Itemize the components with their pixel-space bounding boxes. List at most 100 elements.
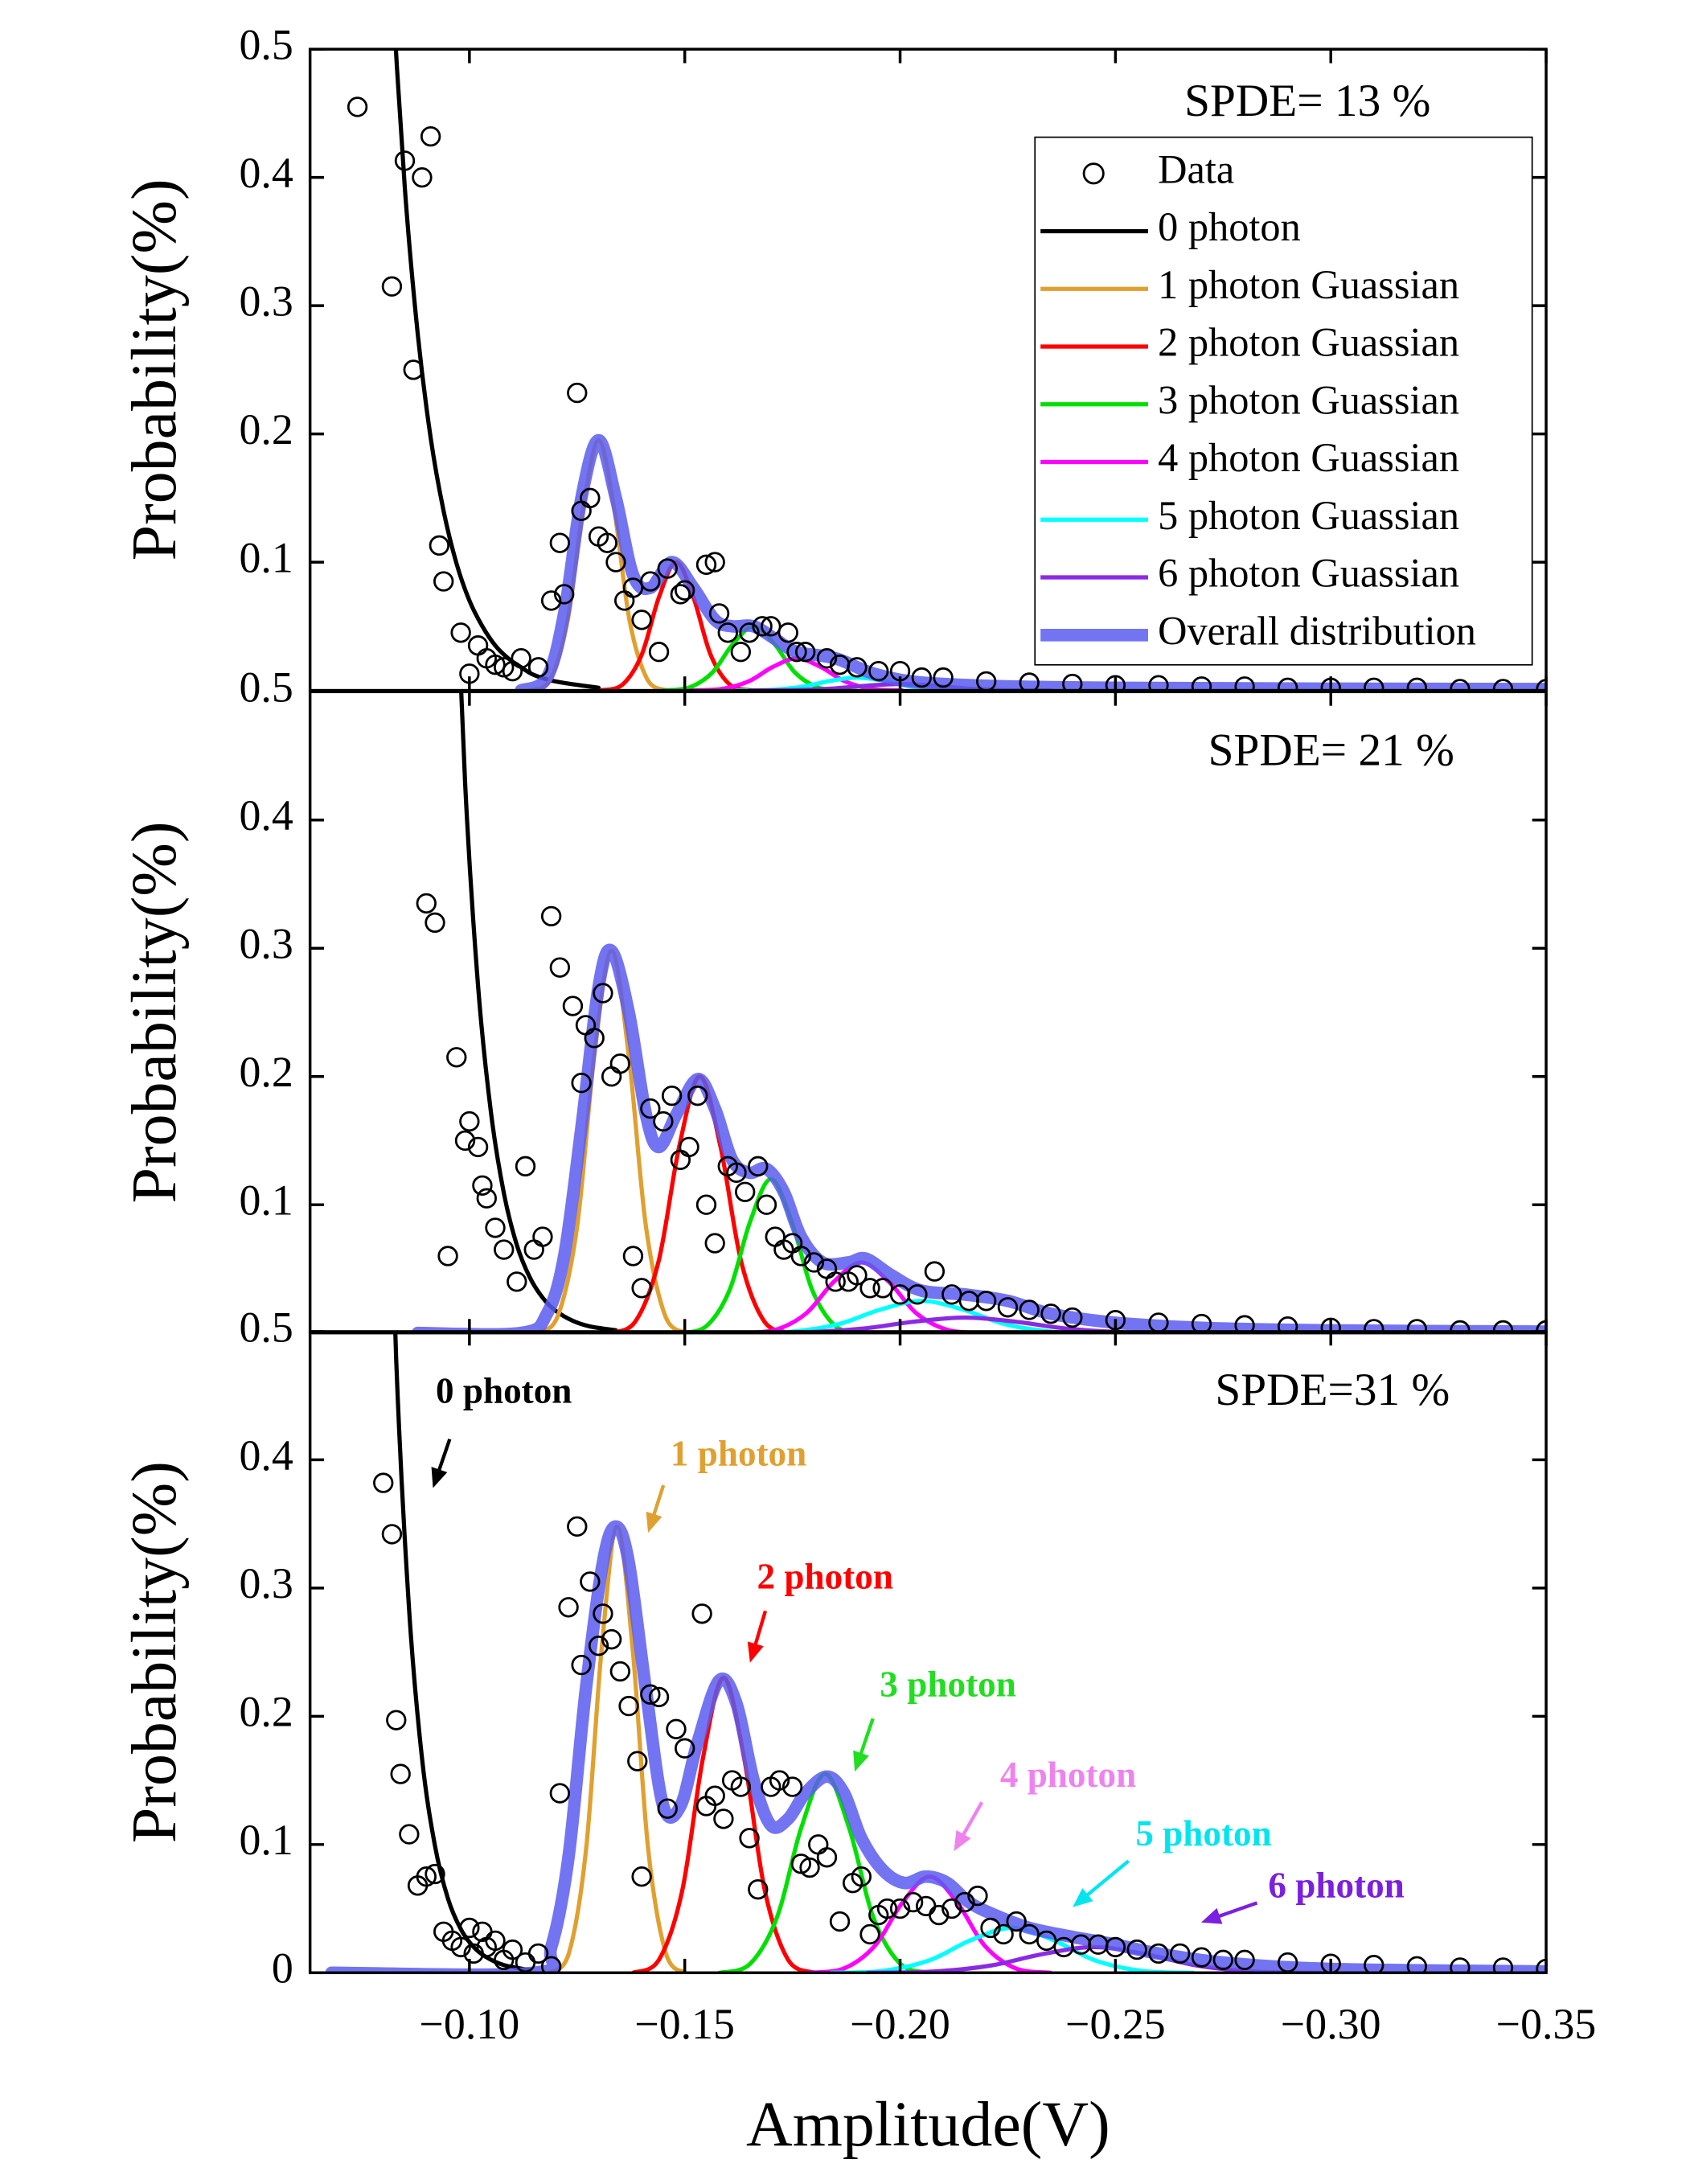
data-point bbox=[657, 558, 678, 579]
data-point bbox=[695, 554, 717, 575]
data-point bbox=[902, 1891, 924, 1913]
panel-label: SPDE= 13 % bbox=[1184, 76, 1430, 126]
data-point bbox=[670, 1149, 691, 1171]
data-point bbox=[459, 1917, 480, 1939]
data-point bbox=[748, 1156, 769, 1177]
data-point bbox=[790, 1246, 812, 1266]
annotation-arrowhead bbox=[431, 1467, 448, 1488]
data-point bbox=[1105, 675, 1126, 691]
data-point bbox=[381, 276, 403, 297]
y-axis-label: Probability(%) bbox=[119, 1461, 190, 1843]
data-point bbox=[1536, 1958, 1547, 1973]
annotation-arrowhead bbox=[747, 1641, 764, 1663]
data-point bbox=[1212, 1949, 1233, 1971]
data-point bbox=[416, 1866, 437, 1887]
data-point bbox=[648, 642, 670, 663]
data-point bbox=[756, 1194, 777, 1215]
data-point bbox=[558, 1597, 579, 1618]
data-point bbox=[825, 1271, 846, 1292]
overall-curve bbox=[325, 1520, 1547, 1973]
data-point bbox=[675, 1738, 695, 1759]
y-tick-label: 0.1 bbox=[239, 1816, 293, 1864]
data-point bbox=[704, 1233, 725, 1254]
data-point bbox=[1406, 1956, 1428, 1973]
annotation-arrowhead bbox=[646, 1511, 662, 1533]
data-point bbox=[859, 1923, 880, 1945]
fit-curve bbox=[458, 692, 618, 1332]
data-point bbox=[997, 1297, 1019, 1318]
data-point bbox=[769, 1770, 790, 1791]
data-point bbox=[1364, 1955, 1384, 1973]
data-point bbox=[454, 1130, 476, 1152]
annotation-arrowhead bbox=[1073, 1888, 1093, 1907]
data-point bbox=[540, 590, 562, 611]
data-point bbox=[924, 1261, 945, 1282]
x-tick-label: −0.10 bbox=[420, 2000, 520, 2048]
data-point bbox=[1148, 675, 1169, 691]
annotation-arrowhead bbox=[853, 1750, 869, 1772]
data-point bbox=[463, 1943, 484, 1964]
overall-curve bbox=[411, 943, 1547, 1333]
data-point bbox=[730, 642, 752, 663]
data-point bbox=[657, 1798, 678, 1819]
data-point bbox=[593, 983, 613, 1004]
data-point bbox=[540, 1956, 562, 1973]
data-point bbox=[631, 1866, 652, 1887]
data-point bbox=[386, 1710, 407, 1730]
data-point bbox=[859, 1278, 880, 1299]
data-point bbox=[933, 667, 954, 688]
data-point bbox=[786, 642, 807, 663]
annotation-arrowhead bbox=[954, 1829, 971, 1852]
y-tick-label: 0.1 bbox=[239, 533, 293, 581]
data-point bbox=[795, 642, 816, 663]
data-point bbox=[765, 1226, 786, 1247]
data-point bbox=[394, 150, 416, 171]
data-point bbox=[618, 1695, 639, 1717]
data-point bbox=[549, 1783, 571, 1804]
data-point bbox=[1406, 677, 1428, 691]
data-point bbox=[1492, 1957, 1514, 1973]
y-tick-label: 0.4 bbox=[239, 1431, 293, 1480]
data-point bbox=[562, 996, 584, 1016]
data-point bbox=[459, 1110, 480, 1132]
data-point bbox=[661, 1085, 683, 1106]
fit-curve bbox=[678, 1176, 863, 1333]
y-tick-label: 0.3 bbox=[239, 920, 293, 968]
data-point bbox=[640, 571, 661, 592]
data-point bbox=[381, 1524, 403, 1545]
data-point bbox=[954, 1891, 975, 1913]
data-point bbox=[507, 1271, 527, 1292]
legend-marker bbox=[1082, 162, 1105, 185]
data-point bbox=[648, 1686, 670, 1708]
x-tick-label: −0.20 bbox=[850, 2000, 950, 2048]
data-point bbox=[1364, 677, 1384, 691]
data-point bbox=[781, 1776, 803, 1797]
data-point bbox=[777, 622, 798, 643]
legend-label: 1 photon Guassian bbox=[1158, 262, 1459, 307]
data-point bbox=[1320, 1953, 1341, 1973]
data-point bbox=[679, 1136, 699, 1158]
plot-area bbox=[325, 1331, 1547, 1973]
data-point bbox=[816, 1847, 838, 1868]
data-point bbox=[622, 1246, 644, 1266]
data-point bbox=[605, 552, 626, 573]
data-point bbox=[609, 1661, 631, 1682]
x-tick-label: −0.25 bbox=[1065, 2000, 1166, 2048]
data-point bbox=[571, 1073, 592, 1094]
data-point bbox=[532, 1226, 553, 1247]
data-point bbox=[523, 1239, 544, 1260]
fit-curve bbox=[392, 1331, 532, 1973]
legend-label: 0 photon bbox=[1158, 204, 1301, 249]
data-point bbox=[425, 1863, 445, 1885]
data-point bbox=[675, 580, 695, 601]
data-point bbox=[1019, 672, 1040, 691]
data-point bbox=[1234, 1949, 1255, 1971]
data-point bbox=[808, 1834, 829, 1855]
data-point bbox=[1170, 1943, 1191, 1964]
data-point bbox=[735, 1181, 756, 1202]
annotation: 6 photon bbox=[1268, 1865, 1404, 1905]
annotation: 4 photon bbox=[1000, 1755, 1136, 1795]
data-point bbox=[653, 1110, 674, 1132]
y-tick-label: 0 bbox=[272, 1944, 293, 1993]
